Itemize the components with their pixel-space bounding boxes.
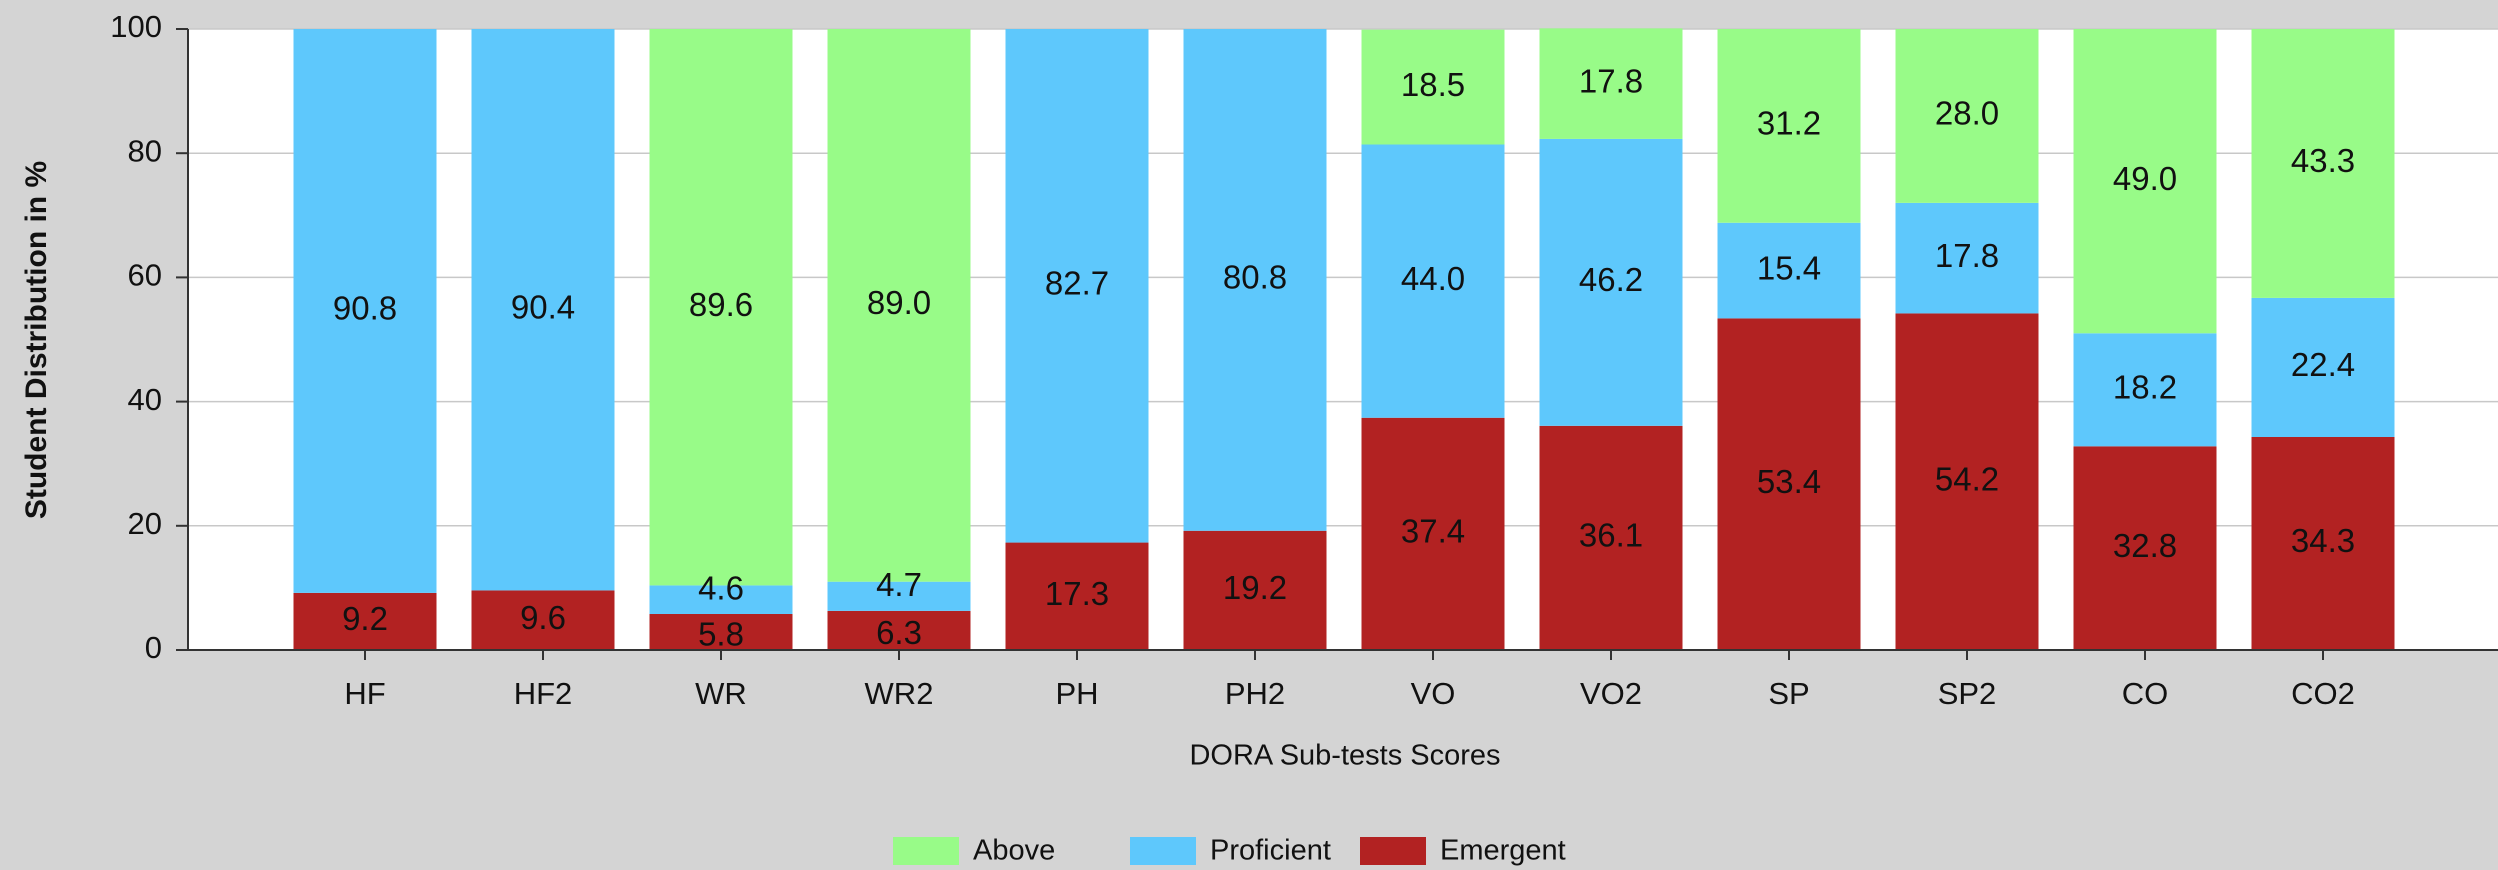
- value-label: 90.4: [511, 288, 575, 325]
- value-label: 15.4: [1757, 249, 1821, 286]
- bar-segment: [1539, 28, 1683, 139]
- legend-swatch: [893, 837, 959, 865]
- value-label: 19.2: [1223, 569, 1287, 606]
- bar-segment: [1717, 222, 1861, 319]
- bar-segment: [2073, 333, 2217, 447]
- value-label: 89.0: [867, 284, 931, 321]
- x-tick-label: PH: [1055, 676, 1098, 711]
- bar-segment: [1183, 29, 1327, 531]
- x-axis-title: DORA Sub-tests Scores: [1189, 740, 1500, 772]
- value-label: 80.8: [1223, 259, 1287, 296]
- y-tick-label: 100: [110, 9, 162, 44]
- legend-label: Emergent: [1440, 835, 1566, 867]
- value-label: 28.0: [1935, 95, 1999, 132]
- x-tick-label: VO: [1411, 676, 1456, 711]
- bar-segment: [1895, 202, 2039, 314]
- value-label: 32.8: [2113, 527, 2177, 564]
- y-tick-label: 0: [145, 630, 162, 665]
- bar-segment: [649, 29, 793, 586]
- value-label: 49.0: [2113, 160, 2177, 197]
- value-label: 18.2: [2113, 369, 2177, 406]
- bar-segment: [827, 610, 971, 650]
- x-tick-label: CO: [2122, 676, 2169, 711]
- value-label: 89.6: [689, 286, 753, 323]
- value-label: 4.6: [698, 569, 744, 606]
- value-label: 90.8: [333, 290, 397, 327]
- x-tick-label: WR2: [865, 676, 934, 711]
- bar-segment: [1361, 29, 1505, 145]
- bar-segment: [649, 613, 793, 650]
- y-tick-label: 80: [128, 133, 162, 168]
- bar-segment: [649, 585, 793, 614]
- bar-segment: [1539, 138, 1683, 426]
- value-label: 17.8: [1935, 237, 1999, 274]
- x-tick-label: SP: [1768, 676, 1809, 711]
- value-label: 6.3: [876, 614, 922, 651]
- value-label: 34.3: [2291, 522, 2355, 559]
- value-label: 17.8: [1579, 62, 1643, 99]
- value-label: 53.4: [1757, 463, 1821, 500]
- bar-segment: [2251, 436, 2395, 650]
- bar-segment: [1005, 542, 1149, 650]
- value-label: 9.6: [520, 599, 566, 636]
- x-tick-label: SP2: [1938, 676, 1997, 711]
- value-label: 22.4: [2291, 346, 2355, 383]
- x-tick-label: HF: [344, 676, 385, 711]
- bar-segment: [827, 29, 971, 582]
- x-tick-label: VO2: [1580, 676, 1642, 711]
- bar-segment: [471, 29, 615, 591]
- value-label: 43.3: [2291, 142, 2355, 179]
- bar-segment: [1895, 313, 2039, 650]
- bar-segment: [471, 590, 615, 650]
- bar-segment: [827, 581, 971, 611]
- bar-segment: [293, 592, 437, 650]
- value-label: 36.1: [1579, 517, 1643, 554]
- value-label: 44.0: [1401, 260, 1465, 297]
- value-label: 37.4: [1401, 513, 1465, 550]
- y-tick-label: 60: [128, 258, 162, 293]
- bar-segment: [2251, 297, 2395, 437]
- value-label: 17.3: [1045, 575, 1109, 612]
- bar-segment: [2073, 29, 2217, 334]
- legend-swatch: [1360, 837, 1426, 865]
- bar-segment: [1895, 29, 2039, 203]
- bar-segment: [1361, 417, 1505, 650]
- y-tick-label: 40: [128, 382, 162, 417]
- bar-segment: [1005, 29, 1149, 543]
- x-tick-label: PH2: [1225, 676, 1285, 711]
- value-label: 18.5: [1401, 66, 1465, 103]
- bar-segment: [1717, 29, 1861, 223]
- x-tick-label: HF2: [514, 676, 573, 711]
- bar-segment: [293, 29, 437, 593]
- bar-segment: [1183, 530, 1327, 650]
- legend-swatch: [1130, 837, 1196, 865]
- value-label: 9.2: [342, 600, 388, 637]
- x-tick-label: CO2: [2291, 676, 2355, 711]
- bar-segment: [1539, 425, 1683, 650]
- value-label: 82.7: [1045, 265, 1109, 302]
- value-label: 31.2: [1757, 105, 1821, 142]
- legend-label: Proficient: [1210, 835, 1331, 867]
- value-label: 54.2: [1935, 460, 1999, 497]
- value-label: 46.2: [1579, 261, 1643, 298]
- bar-segment: [2251, 29, 2395, 298]
- value-label: 5.8: [698, 616, 744, 653]
- value-label: 4.7: [876, 566, 922, 603]
- y-axis-title: Student Distribution in %: [20, 161, 53, 519]
- bar-segment: [2073, 446, 2217, 650]
- bar-segment: [1361, 144, 1505, 418]
- x-tick-label: WR: [695, 676, 747, 711]
- y-tick-label: 20: [128, 506, 162, 541]
- bar-segment: [1717, 318, 1861, 650]
- legend-label: Above: [973, 835, 1055, 867]
